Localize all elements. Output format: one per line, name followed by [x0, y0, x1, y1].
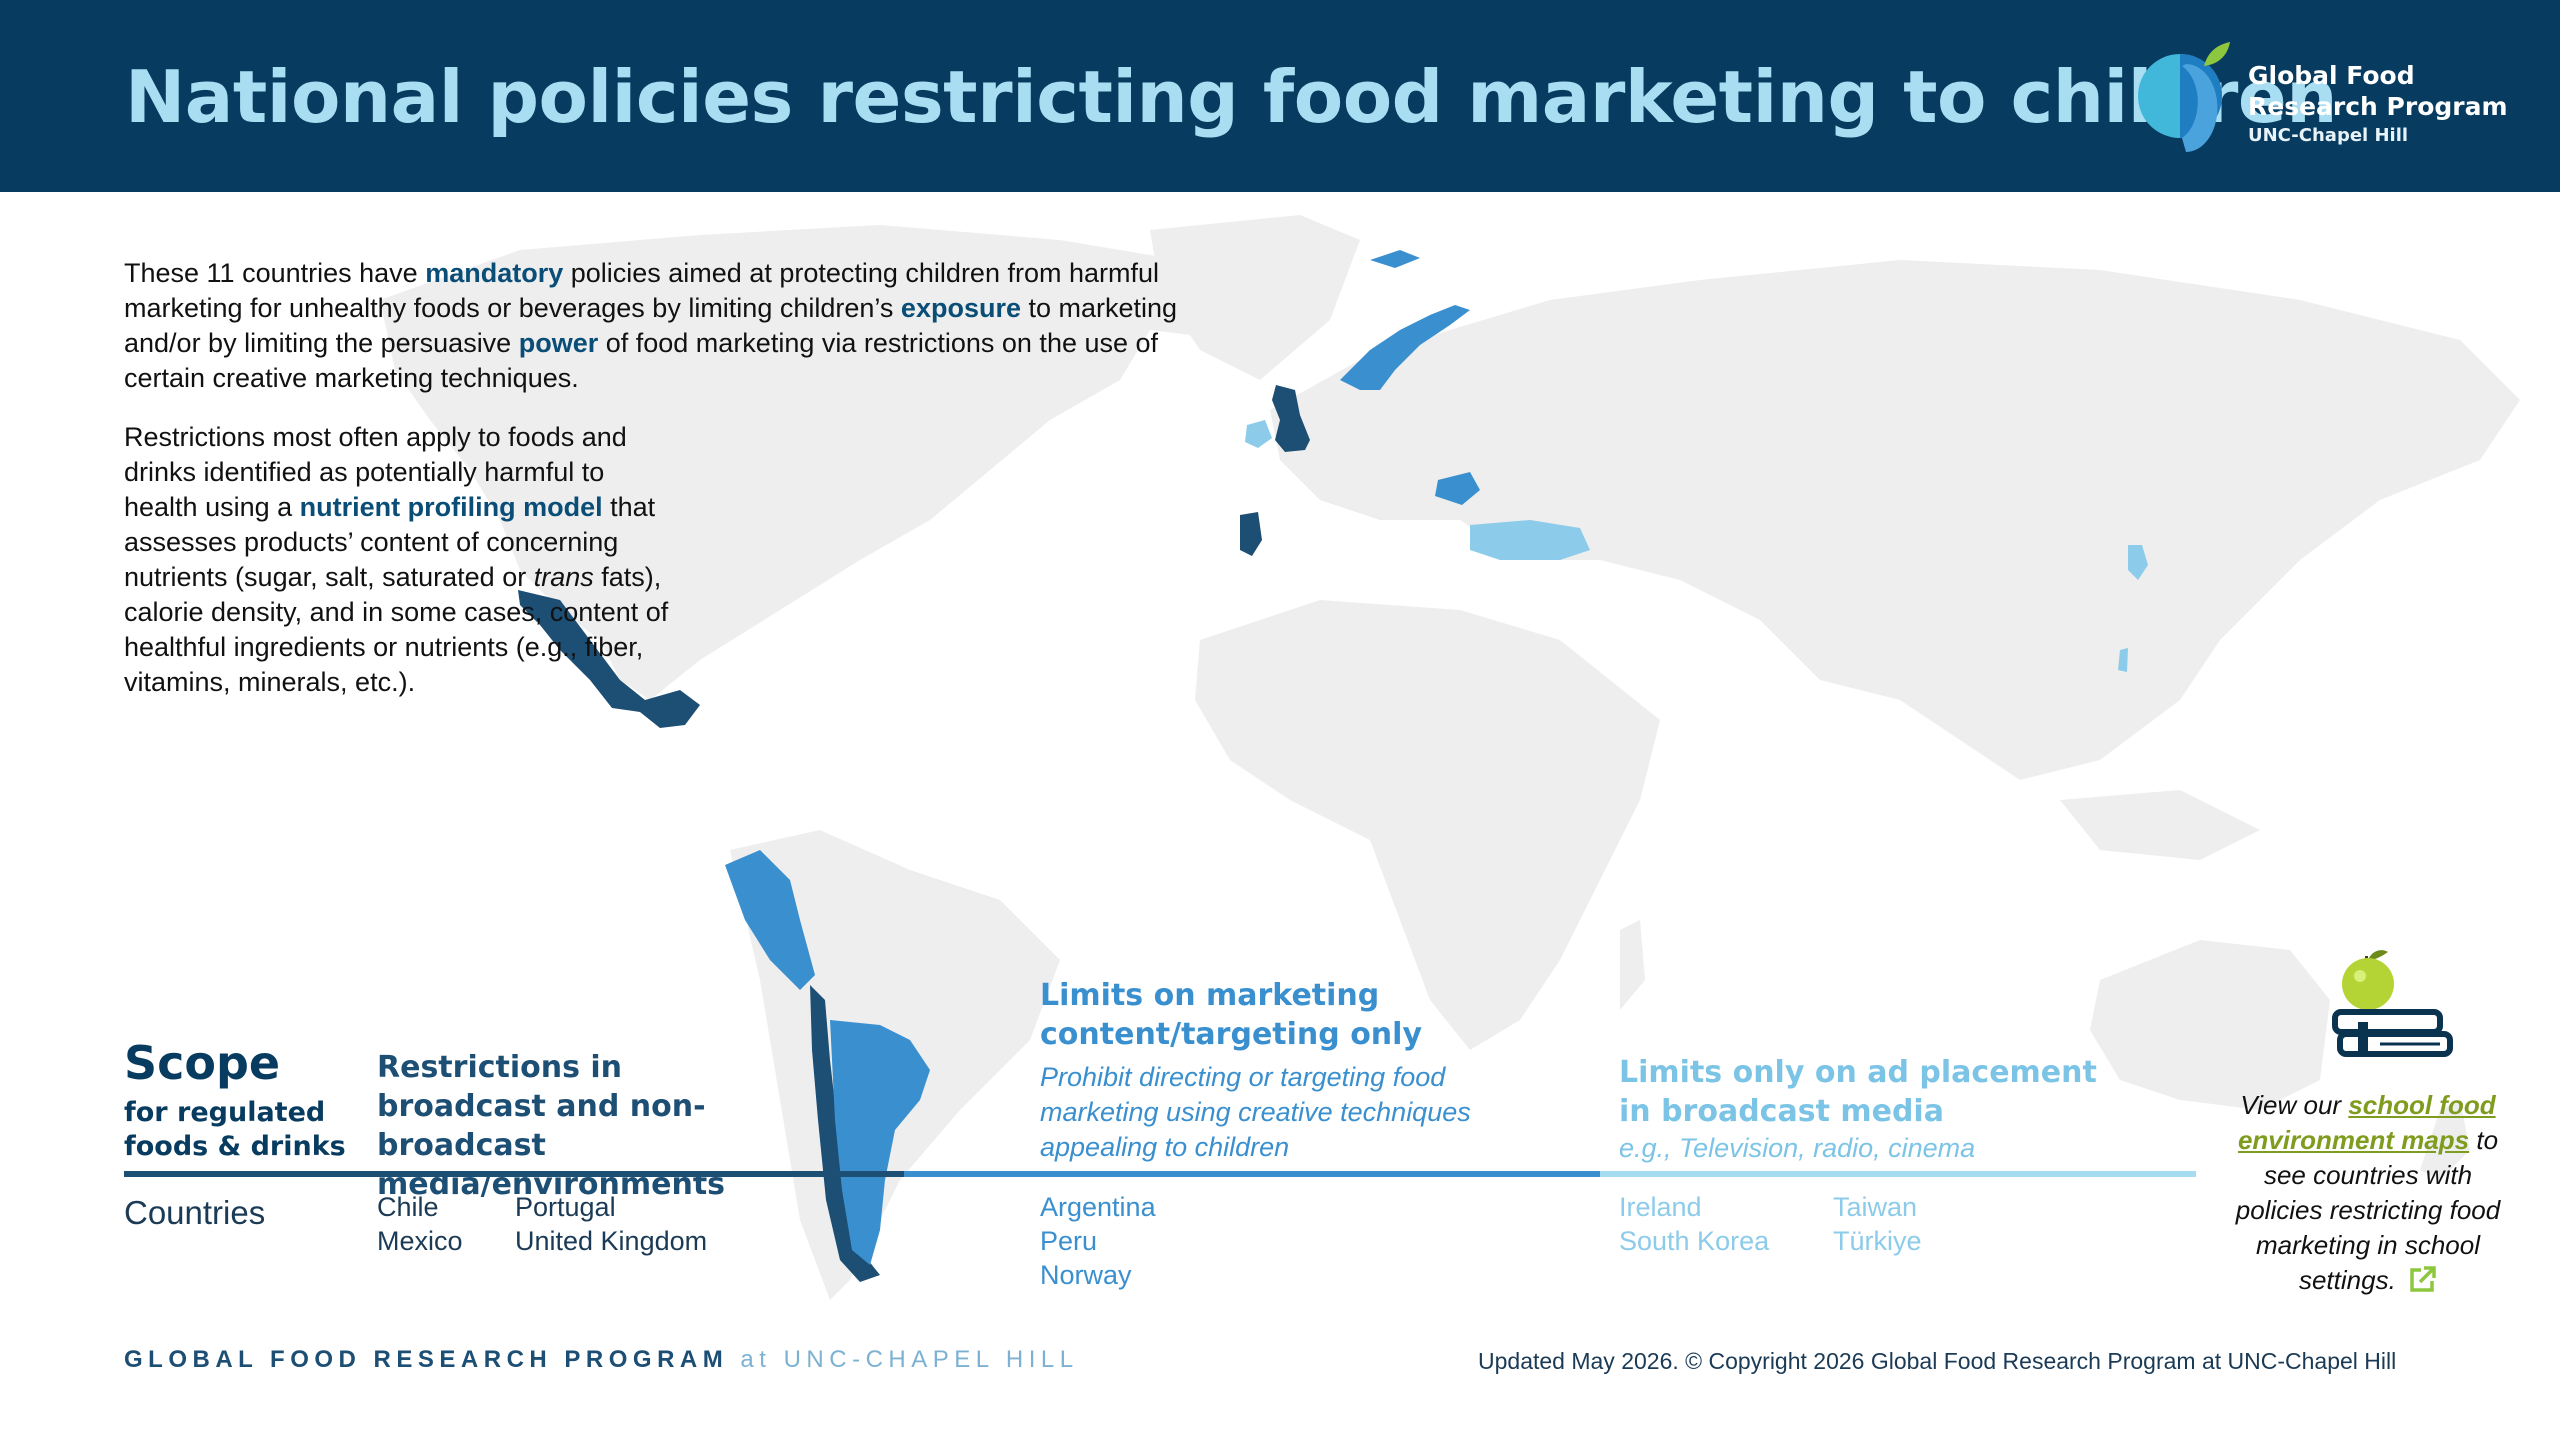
intro-text-run: to marketing and/or by limiting the pers…	[124, 293, 1178, 358]
category-1-title: Restrictions in broadcast and non-broadc…	[377, 1050, 726, 1202]
intro-text-run: of food marketing via restrictions on th…	[124, 328, 1159, 393]
intro-italic: trans	[533, 562, 594, 592]
country-argentina	[830, 1020, 930, 1265]
category-2-bar	[904, 1171, 1600, 1177]
category-3-bar	[1600, 1171, 2196, 1177]
category-2-title: Limits on marketing content/targeting on…	[1040, 978, 1423, 1052]
header-banner: National policies restricting food marke…	[0, 0, 2560, 192]
country-turkiye	[1470, 520, 1590, 560]
country-south-korea	[2128, 545, 2148, 580]
world-map	[380, 215, 2520, 1300]
australia-shape	[2090, 940, 2330, 1110]
promo-text-post: to see countries with policies restricti…	[2235, 1125, 2501, 1295]
country-norway	[1340, 305, 1470, 390]
country-label-united-kingdom: United Kingdom	[515, 1226, 708, 1256]
school-maps-promo: View our school food environment maps to…	[2218, 1088, 2518, 1298]
intro-text-run: policies aimed at protecting children fr…	[124, 258, 1160, 323]
country-label-turkiye: Türkiye	[1833, 1226, 1922, 1256]
madagascar-shape	[1620, 920, 1645, 1010]
logo-line-1: Global Food	[2248, 61, 2415, 90]
intro-text-run: Restrictions most often apply to foods a…	[124, 422, 627, 522]
country-taiwan	[2118, 648, 2128, 672]
highlighted-countries	[518, 250, 2148, 1282]
footer-copyright: Updated May 2026. © Copyright 2026 Globa…	[1478, 1348, 2397, 1374]
intro-highlight: mandatory	[425, 258, 564, 288]
new-zealand-shape	[2420, 1100, 2470, 1180]
intro-text-2: Restrictions most often apply to foods a…	[124, 420, 684, 700]
intro-text-run: fats), calorie density, and in some case…	[124, 562, 669, 697]
intro-text-run: These 11 countries have	[124, 258, 426, 288]
intro-text-run: that assesses products’ content of conce…	[124, 492, 656, 592]
logo-icon	[2138, 42, 2230, 152]
country-mexico	[518, 590, 700, 728]
country-peru	[725, 850, 815, 990]
country-label-taiwan: Taiwan	[1833, 1192, 1918, 1222]
intro-highlight: exposure	[900, 293, 1021, 323]
country-label-peru: Peru	[1040, 1226, 1098, 1256]
svalbard	[1370, 250, 1420, 268]
category-3-description: e.g., Television, radio, cinema	[1619, 1133, 1976, 1163]
category-3-title: Limits only on ad placement in broadcast…	[1619, 1055, 2097, 1129]
country-label-south-korea: South Korea	[1619, 1226, 1770, 1256]
country-romania	[1435, 472, 1480, 505]
country-ireland	[1245, 420, 1272, 448]
country-label-mexico: Mexico	[377, 1226, 463, 1256]
north-america-shape	[380, 225, 1260, 700]
country-label-chile: Chile	[377, 1192, 439, 1222]
scope-title: Scope	[124, 1036, 281, 1090]
country-united-kingdom	[1272, 385, 1310, 452]
promo-text-pre: View our	[2240, 1090, 2349, 1120]
category-2-description: Prohibit directing or targeting food mar…	[1040, 1062, 1471, 1162]
intro-text-1: These 11 countries have mandatory polici…	[124, 256, 1184, 396]
eurasia-shape	[1270, 260, 2520, 780]
scope-subtitle: for regulated foods & drinks	[124, 1097, 346, 1162]
africa-shape	[1195, 600, 1660, 1050]
greenland-shape	[1150, 215, 1360, 380]
intro-highlight: power	[518, 328, 599, 358]
footer-brand-bold: GLOBAL FOOD RESEARCH PROGRAM	[124, 1346, 729, 1373]
footer-brand-light: at UNC-CHAPEL HILL	[728, 1346, 1079, 1373]
country-chile	[810, 985, 880, 1282]
logo-line-3: UNC-Chapel Hill	[2248, 125, 2409, 146]
category-1-bar	[124, 1171, 904, 1177]
country-portugal	[1240, 512, 1262, 556]
country-label-portugal: Portugal	[515, 1192, 616, 1222]
program-logo[interactable]: Global Food Research Program UNC-Chapel …	[2130, 38, 2530, 158]
apple-books-icon	[2332, 950, 2453, 1057]
country-label-argentina: Argentina	[1040, 1192, 1156, 1222]
intro-paragraph-2: Restrictions most often apply to foods a…	[124, 420, 684, 700]
country-label-ireland: Ireland	[1619, 1192, 1702, 1222]
school-food-environment-maps-link[interactable]: school food environment maps	[2237, 1090, 2496, 1155]
islands-shape	[2060, 790, 2260, 860]
footer-brand: GLOBAL FOOD RESEARCH PROGRAM at UNC-CHAP…	[124, 1346, 1079, 1374]
page-title: National policies restricting food marke…	[125, 55, 2338, 139]
external-link-icon[interactable]	[2407, 1265, 2437, 1295]
intro-highlight: nutrient profiling model	[299, 492, 603, 522]
intro-paragraph: These 11 countries have mandatory polici…	[124, 256, 1184, 416]
countries-label: Countries	[124, 1194, 266, 1231]
country-label-norway: Norway	[1040, 1260, 1132, 1290]
logo-line-2: Research Program	[2248, 92, 2508, 121]
land-masses	[380, 215, 2520, 1300]
